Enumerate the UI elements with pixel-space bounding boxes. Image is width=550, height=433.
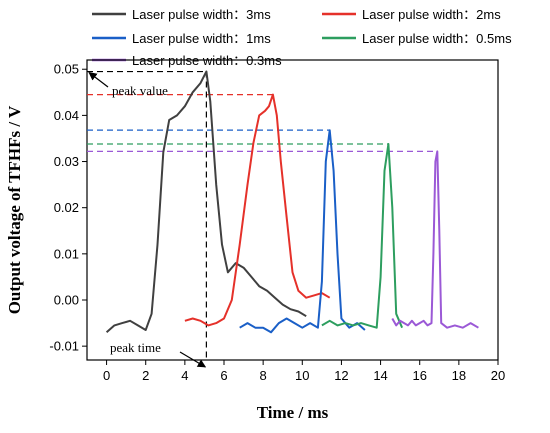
legend-label-0: Laser pulse width：3ms <box>132 7 271 22</box>
x-tick-label: 6 <box>220 368 227 383</box>
series-group <box>105 70 479 334</box>
series-line-1 <box>184 93 331 327</box>
legend-label-1: Laser pulse width：2ms <box>362 7 501 22</box>
legend-label-2: Laser pulse width：1ms <box>132 31 271 46</box>
plot-area: 0 2 4 6 8 10 12 14 16 18 20 -0.01 0.00 0.01 0.02 0.03 0… <box>49 59 505 383</box>
series-line-0 <box>105 70 307 334</box>
x-tick-label: 8 <box>260 368 267 383</box>
y-tick-label: 0.01 <box>54 246 79 261</box>
peak-guide-lines <box>87 70 438 360</box>
x-tick-label: 16 <box>412 368 426 383</box>
x-tick-label: 12 <box>334 368 348 383</box>
series-line-2 <box>239 129 366 334</box>
peak-value-label: peak value <box>112 83 168 98</box>
x-axis: 0 2 4 6 8 10 12 14 16 18 20 <box>103 360 505 383</box>
peak-time-label: peak time <box>110 340 161 355</box>
y-tick-label: 0.04 <box>54 108 79 123</box>
y-tick-label: 0.00 <box>54 293 79 308</box>
x-tick-label: 2 <box>142 368 149 383</box>
y-tick-label: -0.01 <box>49 339 79 354</box>
peak-value-arrow <box>88 72 109 88</box>
x-tick-label: 4 <box>181 368 188 383</box>
y-tick-label: 0.03 <box>54 154 79 169</box>
y-tick-label: 0.02 <box>54 200 79 215</box>
x-tick-label: 0 <box>103 368 110 383</box>
plot-frame <box>86 59 499 361</box>
y-tick-label: 0.05 <box>54 62 79 77</box>
y-axis-label: Output voltage of TFHFs / V <box>5 105 24 314</box>
series-line-3 <box>321 143 404 329</box>
legend: Laser pulse width：3ms Laser pulse width：2… <box>92 7 512 68</box>
x-tick-label: 14 <box>373 368 387 383</box>
x-tick-label: 18 <box>452 368 466 383</box>
y-axis: -0.01 0.00 0.01 0.02 0.03 0.04 0.05 <box>49 62 87 354</box>
peak-time-arrow <box>179 351 207 368</box>
x-tick-label: 20 <box>491 368 505 383</box>
annotations: peak value peak time <box>88 72 207 368</box>
x-axis-label: Time / ms <box>257 403 329 422</box>
x-tick-label: 10 <box>295 368 309 383</box>
series-line-4 <box>391 150 479 329</box>
legend-label-3: Laser pulse width：0.5ms <box>362 31 512 46</box>
